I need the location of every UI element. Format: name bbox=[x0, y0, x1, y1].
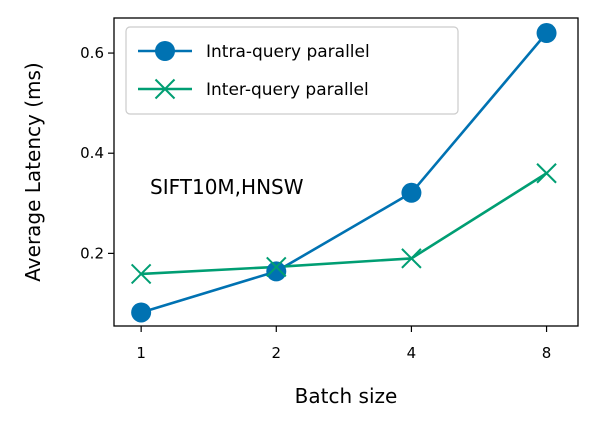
series-lines bbox=[140, 32, 548, 314]
x-tick-label: 2 bbox=[272, 344, 282, 362]
data-point bbox=[131, 302, 152, 323]
legend-label: Intra-query parallel bbox=[206, 42, 370, 62]
y-axis-label: Average Latency (ms) bbox=[21, 62, 45, 281]
y-tick-label: 0.2 bbox=[80, 244, 104, 262]
chart-annotation: SIFT10M,HNSW bbox=[150, 175, 304, 199]
data-point bbox=[401, 182, 422, 203]
series-markers bbox=[130, 23, 557, 323]
legend-marker bbox=[154, 78, 176, 100]
y-tick-label: 0.6 bbox=[80, 44, 104, 62]
plot-frame bbox=[113, 17, 579, 327]
legend: Intra-query parallel Inter-query parallel bbox=[125, 26, 459, 115]
series-line-1 bbox=[140, 32, 548, 314]
legend-marker bbox=[155, 41, 175, 61]
data-point bbox=[401, 248, 422, 269]
data-point bbox=[130, 263, 152, 285]
marker-stroke bbox=[266, 256, 287, 278]
marker-stroke bbox=[536, 163, 557, 184]
data-point bbox=[266, 256, 287, 278]
legend-box bbox=[125, 26, 459, 115]
x-axis-label: Batch size bbox=[295, 384, 398, 408]
x-tick-label: 8 bbox=[542, 344, 552, 362]
series-line-2 bbox=[141, 172, 548, 276]
legend-label: Inter-query parallel bbox=[206, 80, 369, 100]
marker-stroke bbox=[401, 248, 422, 269]
data-point bbox=[536, 163, 557, 184]
data-point bbox=[536, 23, 557, 44]
x-tick-label: 1 bbox=[136, 344, 146, 362]
x-tick-label: 4 bbox=[407, 344, 417, 362]
marker-stroke bbox=[130, 263, 152, 285]
marker-stroke bbox=[154, 78, 176, 100]
axis-ticks: 1 2 4 8 0.2 0.4 0.6 bbox=[80, 44, 551, 362]
y-tick-label: 0.4 bbox=[80, 144, 104, 162]
data-point bbox=[266, 261, 287, 282]
